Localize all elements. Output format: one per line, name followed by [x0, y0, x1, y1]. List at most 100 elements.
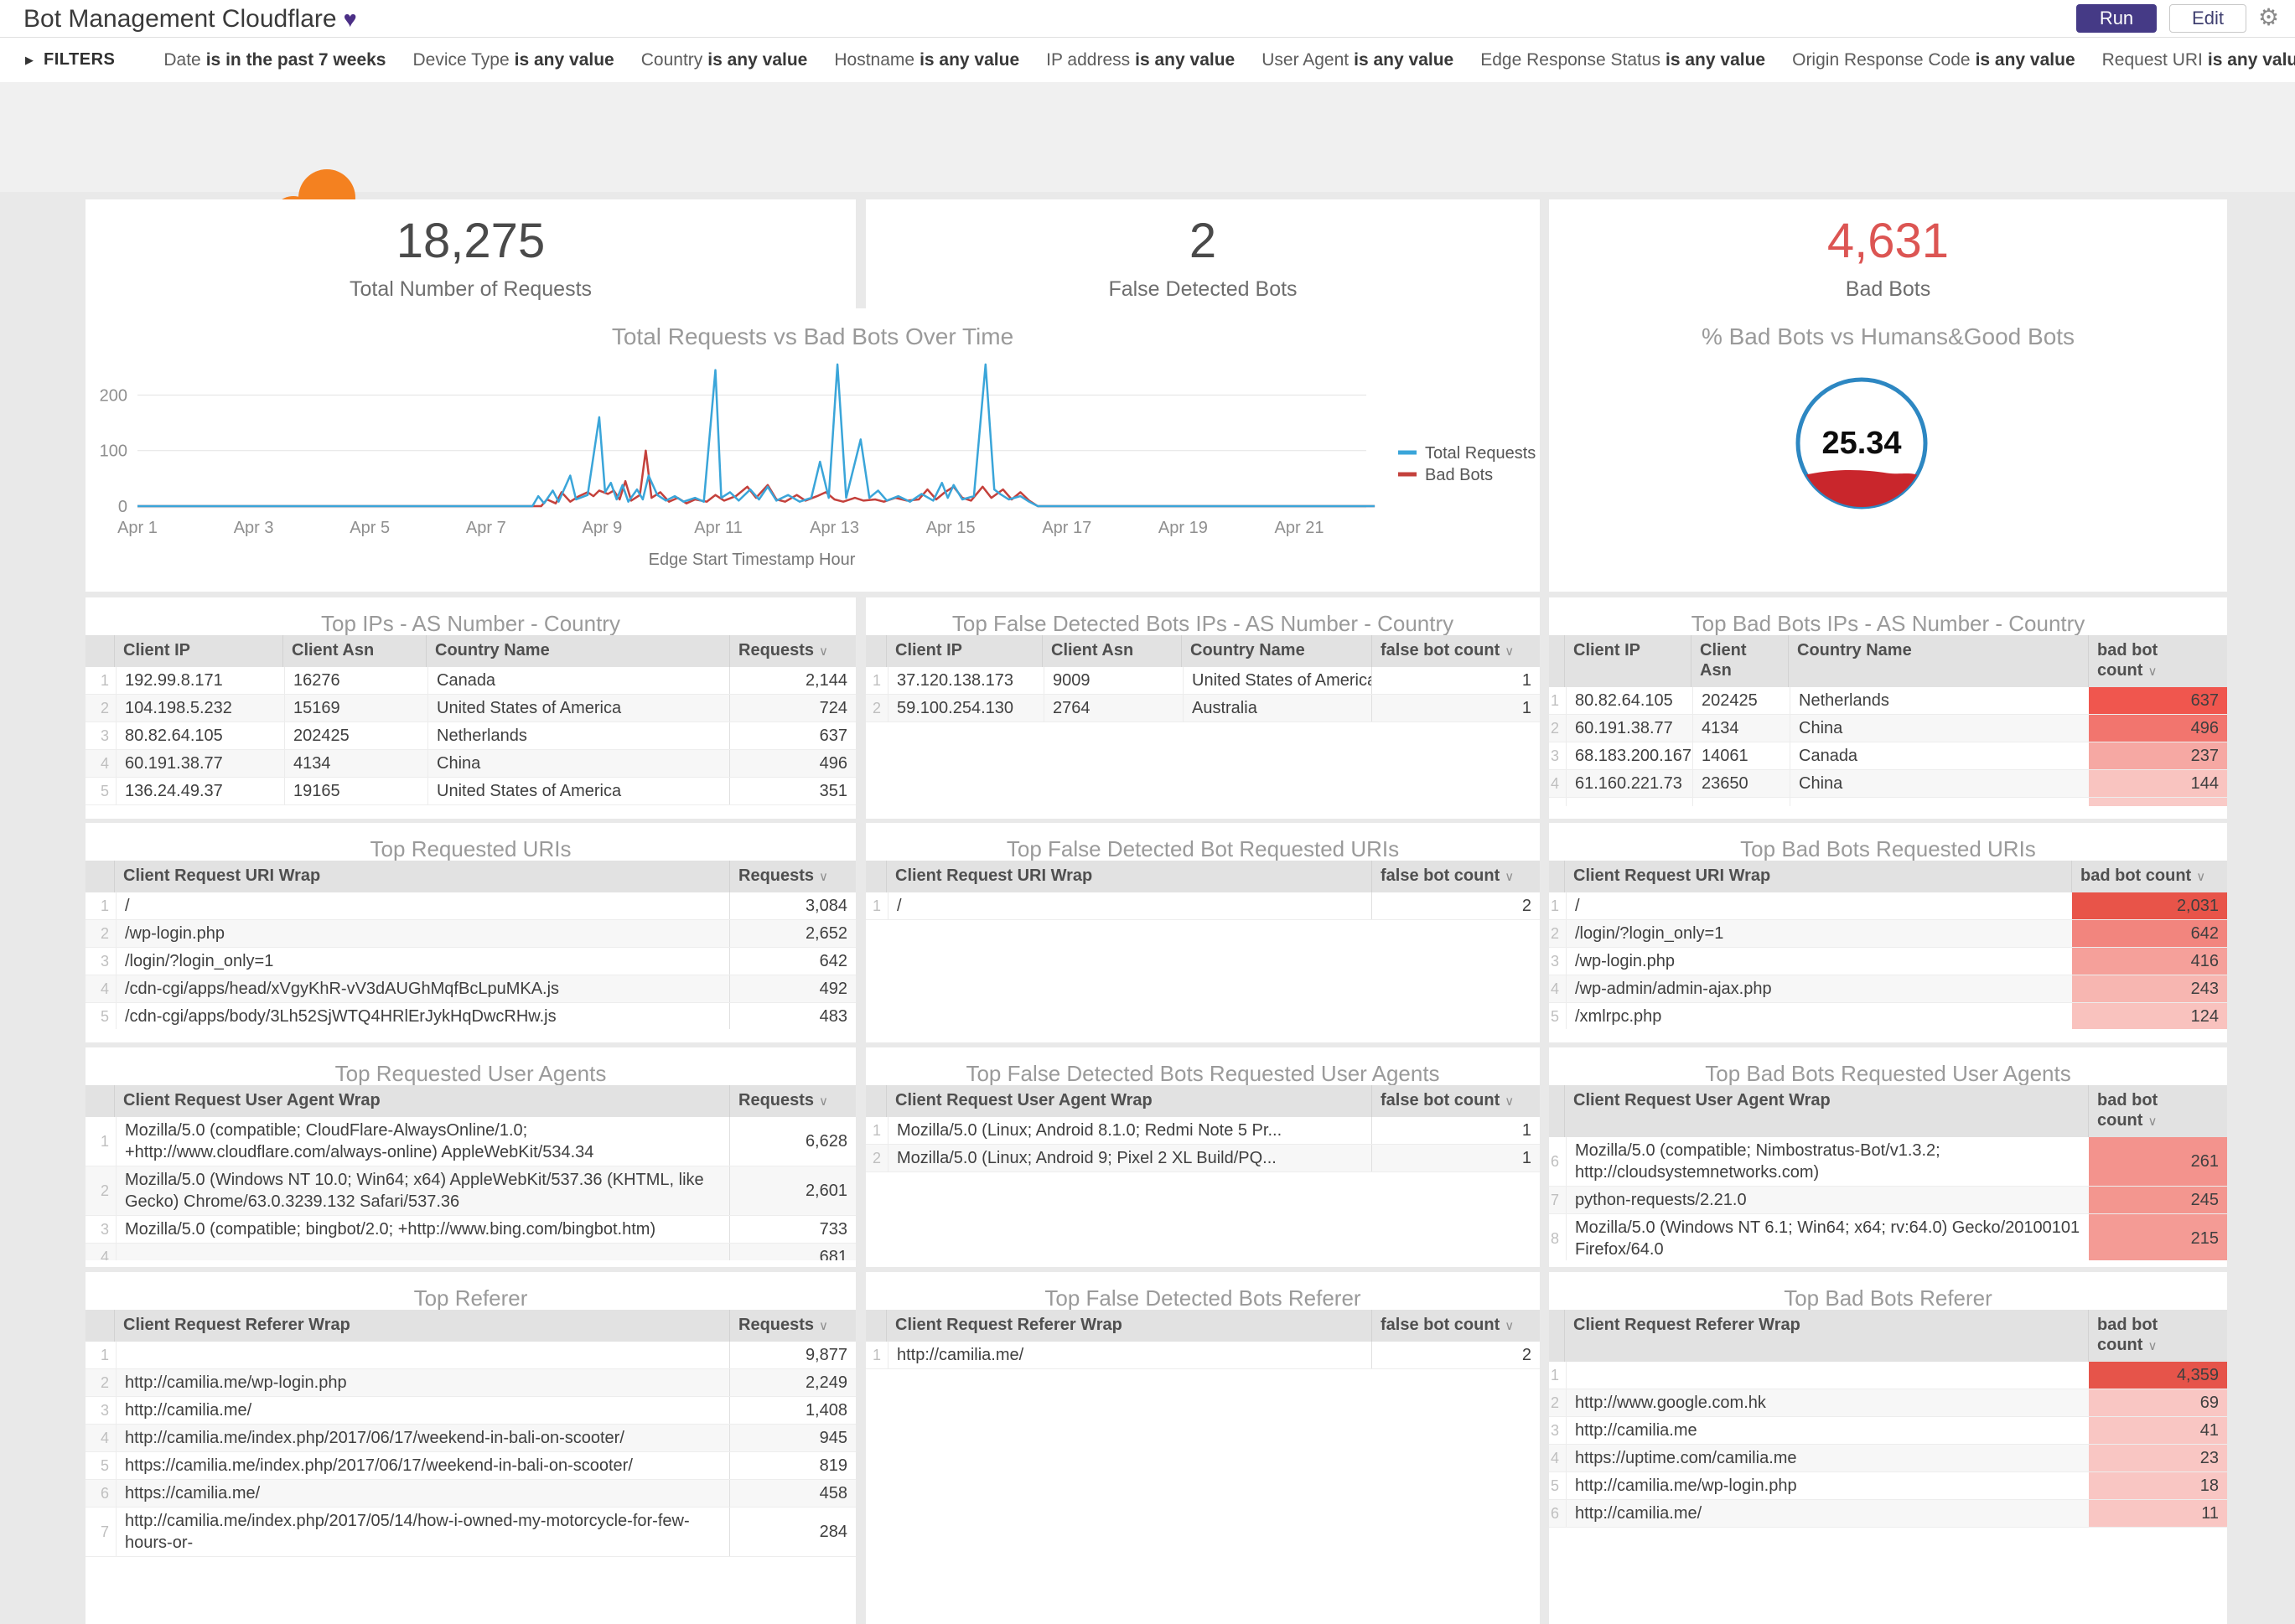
table-cell[interactable]: Canada [427, 667, 729, 694]
value-column-header[interactable]: Requests ∨ [738, 641, 829, 659]
table-cell[interactable]: /wp-login.php [116, 920, 729, 947]
table-cell[interactable]: 68.183.200.167 [1566, 742, 1692, 769]
value-column-header[interactable]: bad bot count ∨ [2097, 1091, 2158, 1130]
table-cell[interactable]: Australia [1183, 695, 1371, 721]
value-column-header[interactable]: false bot count ∨ [1381, 641, 1515, 659]
table-cell[interactable]: Mozilla/5.0 (Windows NT 10.0; Win64; x64… [116, 1166, 729, 1215]
value-column-header[interactable]: false bot count ∨ [1381, 1316, 1515, 1334]
filters-expand-icon[interactable]: ▶ [25, 53, 34, 66]
column-header[interactable]: Client Request User Agent Wrap [887, 1085, 1372, 1117]
value-cell[interactable]: 237 [2089, 742, 2227, 769]
value-cell[interactable]: 2 [1371, 892, 1540, 919]
value-cell[interactable]: 2,652 [729, 920, 856, 947]
table-cell[interactable]: 80.82.64.105 [1566, 687, 1692, 714]
table-cell[interactable] [116, 1244, 729, 1260]
value-cell[interactable]: 3,084 [729, 892, 856, 919]
value-cell[interactable]: 2,144 [729, 667, 856, 694]
column-header[interactable]: Client IP [115, 635, 283, 667]
value-cell[interactable]: 18 [2089, 1472, 2227, 1499]
table-cell[interactable]: United States of America [427, 695, 729, 721]
table-cell[interactable] [116, 1342, 729, 1368]
table-cell[interactable]: /wp-login.php [1566, 948, 2072, 975]
table-cell[interactable]: 104.198.5.232 [116, 695, 284, 721]
table-cell[interactable]: Mozilla/5.0 (compatible; Nimbostratus-Bo… [1566, 1137, 2089, 1186]
value-cell[interactable]: 637 [2089, 687, 2227, 714]
run-button[interactable]: Run [2076, 4, 2157, 33]
column-header[interactable]: Client Request URI Wrap [115, 861, 730, 892]
table-cell[interactable]: /login/?login_only=1 [1566, 920, 2072, 947]
value-cell[interactable]: 416 [2072, 948, 2227, 975]
filter-item[interactable]: IP address is any value [1046, 50, 1235, 70]
table-cell[interactable]: 202425 [284, 722, 427, 749]
value-cell[interactable]: 492 [729, 975, 856, 1002]
table-cell[interactable]: /xmlrpc.php [1566, 1003, 2072, 1029]
filters-label[interactable]: FILTERS [44, 50, 116, 69]
table-cell[interactable]: China [1790, 715, 2089, 742]
value-cell[interactable]: 1,408 [729, 1397, 856, 1424]
table-cell[interactable]: https://camilia.me/ [116, 1480, 729, 1507]
table-cell[interactable]: http://camilia.me/index.php/2017/05/14/h… [116, 1508, 729, 1556]
value-cell[interactable]: 642 [2072, 920, 2227, 947]
table-cell[interactable] [1692, 798, 1790, 806]
table-cell[interactable]: China [427, 750, 729, 777]
table-cell[interactable]: https://uptime.com/camilia.me [1566, 1445, 2089, 1471]
table-cell[interactable]: 19165 [284, 778, 427, 804]
table-cell[interactable]: 202425 [1692, 687, 1790, 714]
table-cell[interactable]: 136.24.49.37 [116, 778, 284, 804]
filter-item[interactable]: Device Type is any value [412, 50, 614, 70]
value-cell[interactable]: 637 [729, 722, 856, 749]
table-cell[interactable]: 59.100.254.130 [888, 695, 1044, 721]
value-cell[interactable]: 642 [729, 948, 856, 975]
value-cell[interactable]: 6,628 [729, 1117, 856, 1166]
value-cell[interactable]: 243 [2072, 975, 2227, 1002]
legend-item[interactable]: Bad Bots [1425, 466, 1493, 484]
table-cell[interactable]: /cdn-cgi/apps/body/3Lh52SjWTQ4HRlErJykHq… [116, 1003, 729, 1029]
table-cell[interactable]: Canada [1790, 742, 2089, 769]
value-cell[interactable]: 351 [729, 778, 856, 804]
table-cell[interactable]: 60.191.38.77 [1566, 715, 1692, 742]
column-header[interactable]: Country Name [1789, 635, 2089, 687]
table-cell[interactable]: /login/?login_only=1 [116, 948, 729, 975]
table-cell[interactable]: 192.99.8.171 [116, 667, 284, 694]
column-header[interactable]: Client Request Referer Wrap [115, 1310, 730, 1342]
table-cell[interactable]: / [888, 892, 1371, 919]
value-cell[interactable]: 23 [2089, 1445, 2227, 1471]
table-cell[interactable]: Netherlands [1790, 687, 2089, 714]
value-column-header[interactable]: false bot count ∨ [1381, 866, 1515, 885]
column-header[interactable]: Country Name [427, 635, 730, 667]
value-column-header[interactable]: bad bot count ∨ [2080, 866, 2206, 885]
value-cell[interactable]: 945 [729, 1425, 856, 1451]
value-cell[interactable]: 261 [2089, 1137, 2227, 1186]
value-cell[interactable]: 681 [729, 1244, 856, 1260]
value-cell[interactable]: 124 [2072, 1003, 2227, 1029]
value-cell[interactable]: 2 [1371, 1342, 1540, 1368]
value-cell[interactable] [2089, 798, 2227, 806]
table-cell[interactable]: Mozilla/5.0 (Linux; Android 8.1.0; Redmi… [888, 1117, 1371, 1144]
table-cell[interactable]: Mozilla/5.0 (compatible; bingbot/2.0; +h… [116, 1216, 729, 1243]
table-cell[interactable]: 37.120.138.173 [888, 667, 1044, 694]
value-cell[interactable]: 4,359 [2089, 1362, 2227, 1389]
value-cell[interactable]: 2,249 [729, 1369, 856, 1396]
value-column-header[interactable]: Requests ∨ [738, 1316, 829, 1334]
table-cell[interactable]: http://camilia.me/ [116, 1397, 729, 1424]
table-cell[interactable]: / [1566, 892, 2072, 919]
filter-item[interactable]: Date is in the past 7 weeks [163, 50, 386, 70]
table-cell[interactable]: Netherlands [427, 722, 729, 749]
column-header[interactable]: Client Request Referer Wrap [1565, 1310, 2089, 1362]
column-header[interactable]: Country Name [1182, 635, 1372, 667]
column-header[interactable]: Client Request User Agent Wrap [1565, 1085, 2089, 1137]
value-cell[interactable]: 41 [2089, 1417, 2227, 1444]
table-cell[interactable]: http://camilia.me/wp-login.php [1566, 1472, 2089, 1499]
table-cell[interactable]: 80.82.64.105 [116, 722, 284, 749]
filter-item[interactable]: Edge Response Status is any value [1480, 50, 1765, 70]
value-column-header[interactable]: Requests ∨ [738, 866, 829, 885]
table-cell[interactable]: United States of America [427, 778, 729, 804]
value-cell[interactable]: 11 [2089, 1500, 2227, 1527]
gear-icon[interactable]: ⚙ [2258, 4, 2280, 30]
table-cell[interactable]: http://camilia.me/ [888, 1342, 1371, 1368]
table-cell[interactable]: United States of America [1183, 667, 1371, 694]
column-header[interactable]: Client Request User Agent Wrap [115, 1085, 730, 1117]
value-cell[interactable]: 1 [1371, 695, 1540, 721]
value-cell[interactable]: 215 [2089, 1214, 2227, 1260]
